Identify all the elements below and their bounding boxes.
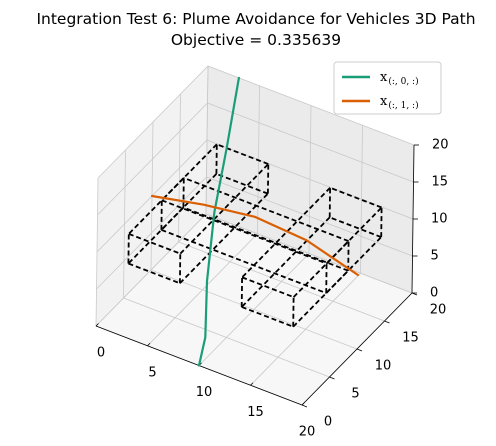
grid-line-z: [97, 65, 415, 179]
obstacle-edge: [241, 187, 331, 278]
y-tick-label: 5: [351, 387, 359, 402]
grid-line-z: [95, 213, 413, 327]
y-tick-mark: [301, 404, 308, 408]
x-tick-label: 0: [97, 346, 105, 361]
obstacle-edge: [160, 206, 185, 231]
x-tick-mark: [147, 342, 151, 347]
obstacle-edge: [161, 177, 185, 201]
legend: x(:, 0, :)x(:, 1, :): [333, 61, 442, 115]
obstacle-edge: [179, 163, 269, 255]
x-tick-label: 10: [196, 385, 213, 400]
obstacle-edge: [292, 236, 382, 328]
y-tick-mark: [384, 320, 390, 324]
obstacles: [127, 143, 383, 328]
obstacle-edge: [329, 216, 382, 238]
legend-subscript-1: (:, 1, :): [388, 100, 418, 111]
grid-line-z: [97, 102, 414, 216]
x-tick-mark: [301, 402, 305, 406]
chart-title: Integration Test 6: Plume Avoidance for …: [36, 10, 475, 28]
x-tick-mark: [250, 382, 254, 386]
obstacle-edge: [329, 186, 382, 209]
y-tick-label: 20: [430, 303, 447, 318]
series-lines: [150, 76, 360, 367]
obstacle-edge: [179, 193, 269, 284]
obstacle-edge: [241, 216, 331, 308]
z-tick-label: 0: [430, 286, 438, 301]
y-tick-label: 15: [402, 331, 419, 346]
y-tick-mark: [356, 348, 363, 352]
y-tick-label: 0: [324, 415, 332, 430]
z-tick-label: 10: [431, 212, 448, 227]
y-tick-mark: [329, 376, 335, 380]
series-line-0: [197, 76, 240, 367]
legend-subscript-0: (:, 0, :): [388, 76, 418, 87]
grid-line-z: [96, 176, 413, 290]
x-tick-label: 15: [247, 405, 264, 420]
obstacle-edge: [128, 143, 218, 235]
obstacle-edge: [127, 173, 218, 265]
z-tick-label: 5: [431, 249, 439, 264]
obstacle-edge: [128, 262, 181, 285]
obstacle-edge: [128, 233, 181, 255]
chart-subtitle: Objective = 0.335639: [171, 31, 341, 49]
axes-grid: [95, 65, 415, 406]
series-line-1: [150, 194, 360, 277]
obstacle-edge: [241, 306, 294, 328]
x-tick-mark: [95, 323, 99, 327]
obstacle-edge: [241, 276, 294, 298]
obstacle-edge: [292, 206, 383, 298]
obstacle-edge: [216, 143, 269, 165]
y-tick-label: 10: [375, 359, 392, 374]
axes-ticks: 0 5 10 15 20 0 5 10 15 20 0 5 10 15 20: [95, 138, 449, 440]
obstacle-edge: [161, 199, 327, 265]
obstacle-edge: [183, 177, 349, 242]
obstacle-edge: [183, 206, 349, 272]
x-tick-label: 5: [148, 365, 156, 380]
z-tick-label: 15: [432, 175, 449, 190]
z-tick-label: 20: [432, 138, 449, 153]
obstacle-edge: [161, 229, 327, 294]
x-tick-label: 20: [299, 425, 316, 440]
obstacle-edge: [216, 173, 269, 195]
